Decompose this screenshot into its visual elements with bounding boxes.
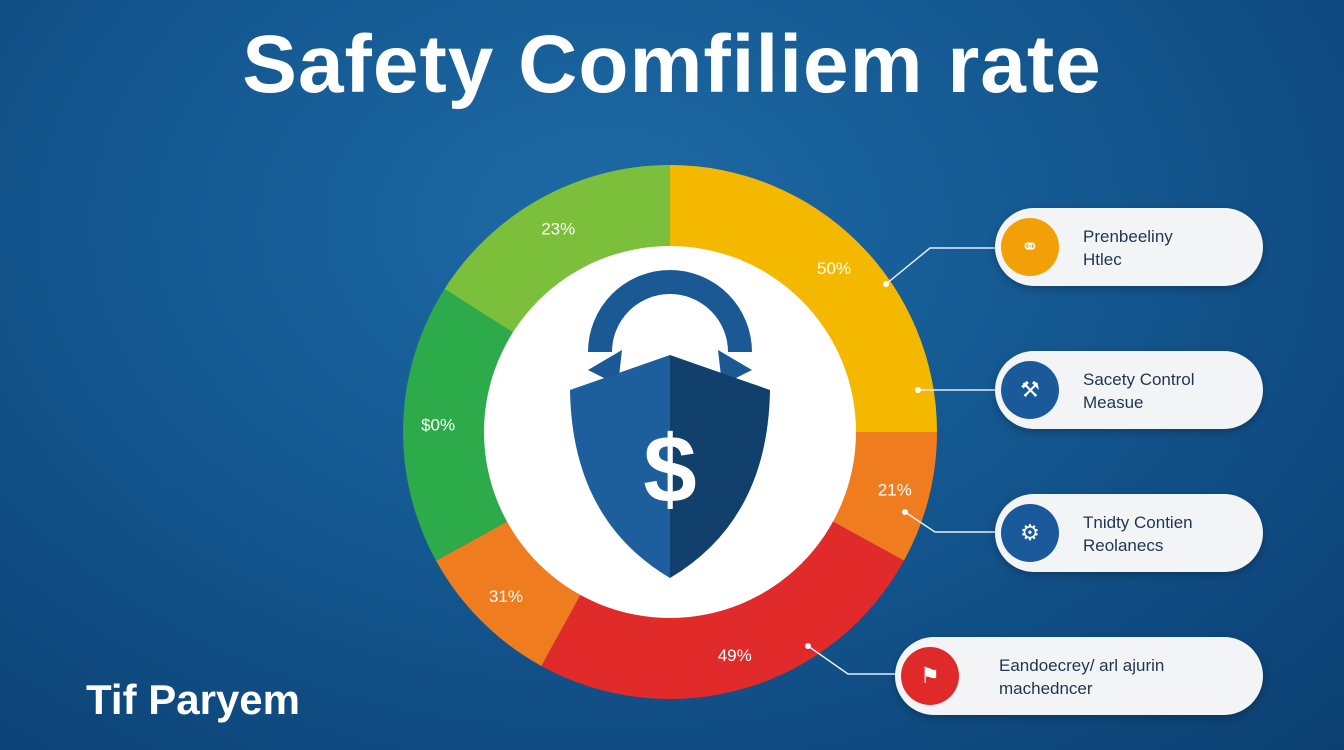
slice-label-1: 21%	[878, 481, 912, 500]
slice-label-3: 31%	[489, 587, 523, 606]
legend-line-1: Eandoecrey/ arl ajurin	[999, 656, 1165, 675]
tools-icon: ⚒	[1001, 361, 1059, 419]
slice-label-5: 23%	[541, 220, 575, 239]
connector-line-3	[807, 645, 900, 675]
legend-line-2: Htlec	[1083, 250, 1122, 269]
legend-item: ⚙ Tnidty Contien Reolanecs	[995, 494, 1263, 572]
footer-text: Tif Paryem	[86, 676, 300, 723]
legend-item: ⚭ Prenbeeliny Htlec	[995, 208, 1263, 286]
connector-dot-0	[883, 281, 889, 287]
connector-dot-3	[805, 643, 811, 649]
legend-text: Sacety Control Measue	[1083, 368, 1258, 414]
dollar-sign: $	[643, 416, 696, 523]
connector-line-2	[904, 511, 995, 533]
legend-text: Prenbeeliny Htlec	[1083, 225, 1258, 271]
legend-line-2: Reolanecs	[1083, 536, 1164, 555]
legend-line-2: machedncer	[999, 679, 1093, 698]
connector-line-0	[885, 247, 995, 285]
legend-line-1: Tnidty Contien	[1083, 513, 1193, 532]
slice-label-2: 49%	[718, 646, 752, 665]
connector-dot-1	[915, 387, 921, 393]
legend-line-1: Sacety Control	[1083, 370, 1195, 389]
link-icon: ⚭	[1001, 218, 1059, 276]
connector-dot-2	[902, 509, 908, 515]
slice-label-0: 50%	[817, 259, 851, 278]
page-title: Safety Comfiliem rate	[242, 19, 1102, 110]
legend-connectors	[805, 247, 995, 675]
legend-line-1: Prenbeeliny	[1083, 227, 1173, 246]
legend-item: ⚒ Sacety Control Measue	[995, 351, 1263, 429]
slice-label-4: $0%	[421, 416, 455, 435]
slice-labels: 50% 21% 49% 31% $0% 23%	[421, 220, 912, 665]
chart-icon: ⚑	[901, 647, 959, 705]
shield-dollar-lock-icon: $	[570, 270, 770, 578]
legend-text: Eandoecrey/ arl ajurin machedncer	[999, 654, 1249, 700]
legend-text: Tnidty Contien Reolanecs	[1083, 511, 1258, 557]
legend-line-2: Measue	[1083, 393, 1144, 412]
legend-item: ⚑ Eandoecrey/ arl ajurin machedncer	[895, 637, 1263, 715]
bike-icon: ⚙	[1001, 504, 1059, 562]
